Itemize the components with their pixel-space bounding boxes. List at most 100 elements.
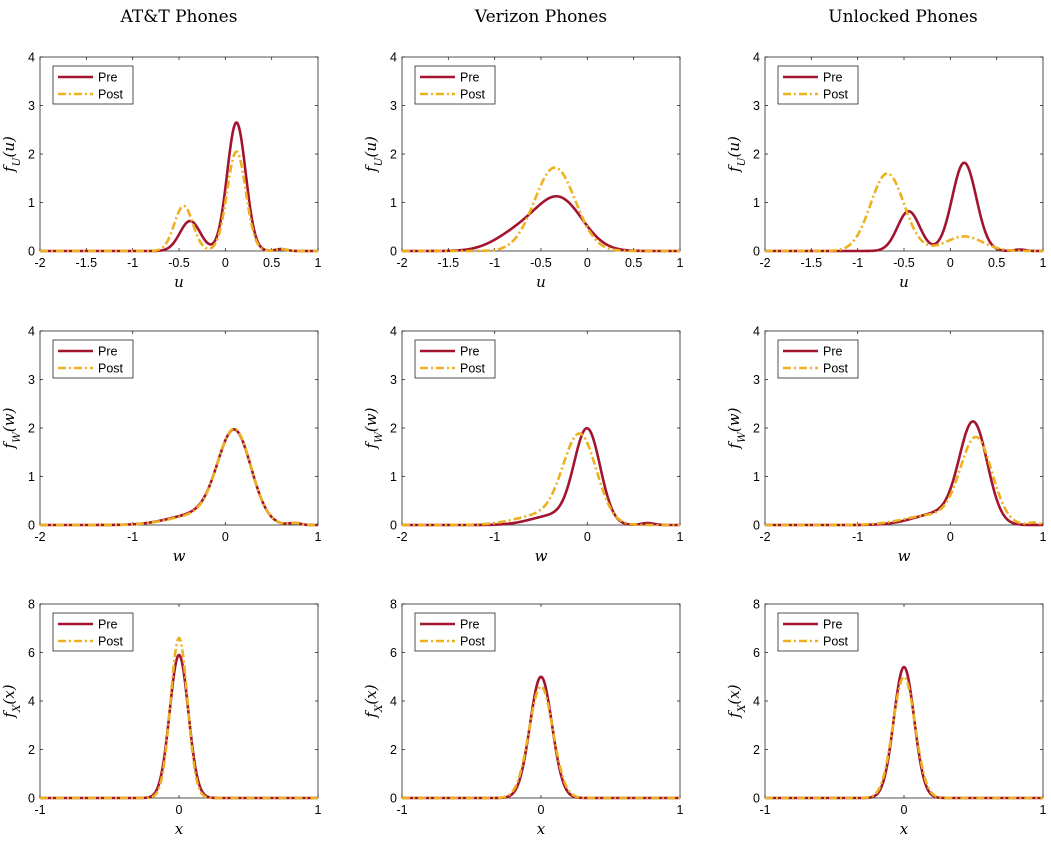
legend: Pre Post <box>777 339 859 379</box>
y-tick-label: 2 <box>390 743 397 757</box>
x-tick-label: -2 <box>759 530 770 544</box>
x-tick-label: 0.5 <box>263 256 280 270</box>
x-axis-label: w <box>898 547 911 565</box>
legend: Pre Post <box>777 612 859 652</box>
legend-label-post: Post <box>460 635 486 649</box>
y-tick-label: 3 <box>753 99 760 113</box>
x-tick-label: 1 <box>677 256 684 270</box>
y-tick-label: 0 <box>390 792 397 806</box>
y-tick-label: 2 <box>753 743 760 757</box>
y-axis-label: fW(w) <box>725 407 748 449</box>
legend: Pre Post <box>52 339 134 379</box>
legend-box <box>414 339 496 379</box>
y-axis-label: fW(w) <box>0 407 23 449</box>
y-tick-label: 6 <box>28 646 35 660</box>
x-axis-label: x <box>175 820 184 838</box>
x-tick-label: 0 <box>584 530 591 544</box>
panel-r1-c2: -2 -1 0 1 0 1 2 3 4 w fW(w) Pre Post <box>725 325 1047 566</box>
y-tick-label: 6 <box>390 646 397 660</box>
y-tick-label: 4 <box>753 695 760 709</box>
x-tick-label: 1 <box>677 530 684 544</box>
x-tick-label: 0 <box>947 530 954 544</box>
legend-label-post: Post <box>98 88 124 102</box>
legend-box <box>777 65 859 105</box>
legend-label-pre: Pre <box>460 71 480 85</box>
x-tick-label: 1 <box>1040 530 1047 544</box>
y-tick-label: 3 <box>390 373 397 387</box>
column-title-att: AT&T Phones <box>120 7 238 27</box>
x-tick-label: -2 <box>759 256 770 270</box>
y-tick-label: 0 <box>28 245 35 259</box>
column-title-unlocked: Unlocked Phones <box>828 7 977 27</box>
legend: Pre Post <box>777 65 859 105</box>
x-axis-label: u <box>899 273 909 291</box>
series-post-line <box>764 172 1044 253</box>
y-tick-label: 4 <box>28 695 35 709</box>
x-tick-label: -1 <box>489 530 500 544</box>
legend-label-post: Post <box>98 362 124 376</box>
legend-label-pre: Pre <box>98 71 118 85</box>
x-axis-label: x <box>537 820 546 838</box>
y-axis-label: fX(x) <box>0 684 23 718</box>
y-tick-label: 0 <box>28 792 35 806</box>
x-tick-label: -1 <box>127 256 138 270</box>
x-tick-label: -2 <box>34 256 45 270</box>
y-tick-label: 2 <box>390 422 397 436</box>
panels: -2 -1.5 -1 -0.5 0 0.5 1 0 1 2 3 4 u fU(u) Pre Post -2 -1.… <box>0 51 1047 839</box>
x-axis-label: w <box>173 547 186 565</box>
x-tick-label: 0.5 <box>625 256 642 270</box>
y-axis-label: fW(w) <box>362 407 385 449</box>
x-tick-label: -0.5 <box>530 256 552 270</box>
panel-r0-c0: -2 -1.5 -1 -0.5 0 0.5 1 0 1 2 3 4 u fU(u) Pre Post <box>0 51 322 292</box>
x-tick-label: -1.5 <box>438 256 460 270</box>
legend-label-pre: Pre <box>823 71 843 85</box>
legend: Pre Post <box>414 612 496 652</box>
y-axis-label: fX(x) <box>725 684 748 718</box>
y-tick-label: 3 <box>753 373 760 387</box>
x-tick-label: -1.5 <box>76 256 98 270</box>
y-tick-label: 1 <box>28 196 35 210</box>
series-post-line <box>401 432 681 527</box>
x-tick-label: -1 <box>759 803 770 817</box>
y-tick-label: 0 <box>390 245 397 259</box>
panel-r0-c2: -2 -1.5 -1 -0.5 0 0.5 1 0 1 2 3 4 u fU(u) Pre Post <box>725 51 1047 292</box>
y-tick-label: 3 <box>28 373 35 387</box>
x-axis-label: u <box>536 273 546 291</box>
legend-box <box>52 65 134 105</box>
x-tick-label: 0 <box>538 803 545 817</box>
x-tick-label: 0 <box>222 256 229 270</box>
x-tick-label: -1.5 <box>801 256 823 270</box>
legend-label-post: Post <box>98 635 124 649</box>
x-tick-label: 0 <box>222 530 229 544</box>
y-axis-label: fX(x) <box>362 684 385 718</box>
x-tick-label: 0 <box>901 803 908 817</box>
series-post-line <box>39 427 319 527</box>
x-axis-label: x <box>900 820 909 838</box>
panel-r0-c1: -2 -1.5 -1 -0.5 0 0.5 1 0 1 2 3 4 u fU(u) Pre Post <box>362 51 684 292</box>
x-tick-label: 1 <box>315 530 322 544</box>
column-title-verizon: Verizon Phones <box>474 7 607 27</box>
y-tick-label: 6 <box>753 646 760 660</box>
y-tick-label: 1 <box>753 470 760 484</box>
y-tick-label: 4 <box>28 51 35 65</box>
legend-label-pre: Pre <box>460 345 480 359</box>
y-axis-label: fU(u) <box>362 136 385 173</box>
legend-box <box>777 612 859 652</box>
legend-box <box>414 65 496 105</box>
y-axis-label: fU(u) <box>725 136 748 173</box>
x-tick-label: -0.5 <box>168 256 190 270</box>
y-tick-label: 3 <box>390 99 397 113</box>
y-tick-label: 8 <box>753 598 760 612</box>
legend-label-pre: Pre <box>823 345 843 359</box>
legend-label-pre: Pre <box>98 345 118 359</box>
legend-label-pre: Pre <box>823 618 843 632</box>
x-tick-label: -2 <box>396 530 407 544</box>
legend-label-pre: Pre <box>98 618 118 632</box>
y-tick-label: 2 <box>28 422 35 436</box>
legend-box <box>52 612 134 652</box>
x-tick-label: -1 <box>489 256 500 270</box>
y-tick-label: 4 <box>390 51 397 65</box>
y-tick-label: 2 <box>390 148 397 162</box>
